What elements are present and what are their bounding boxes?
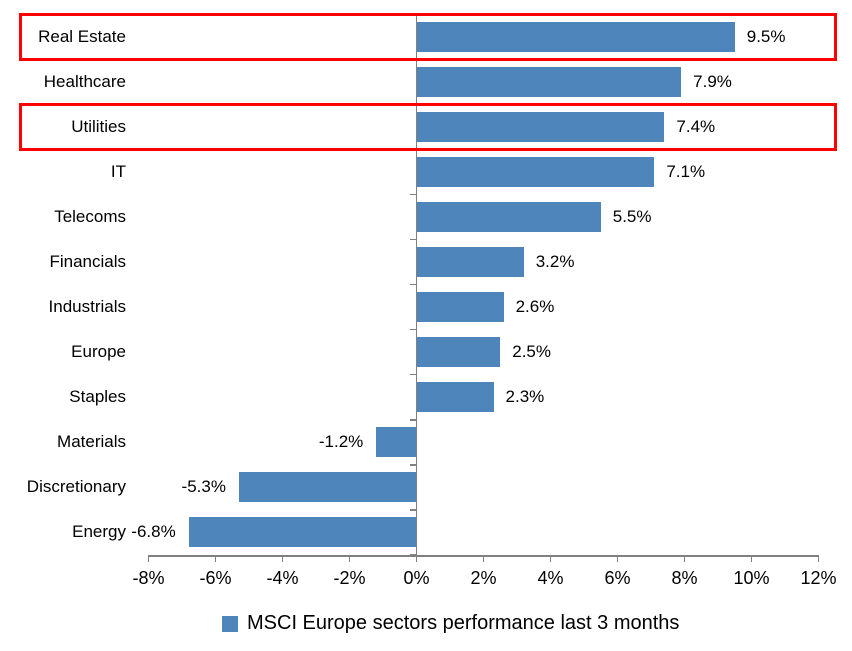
bar (416, 21, 735, 52)
x-axis-tick (817, 555, 820, 562)
category-label: Materials (57, 432, 126, 452)
legend-swatch (222, 615, 238, 632)
x-axis-tick (415, 555, 418, 562)
category-axis-tick (409, 283, 417, 286)
x-axis-tick-label: 2% (470, 568, 497, 588)
bar (416, 382, 494, 413)
x-axis-tick-label: -4% (266, 568, 299, 588)
x-axis-tick-label: -6% (199, 568, 232, 588)
highlight-box-utilities (19, 102, 837, 151)
category-label: Discretionary (26, 477, 126, 497)
bar (238, 472, 417, 503)
x-axis-tick-label: -2% (333, 568, 366, 588)
x-axis-tick (214, 555, 217, 562)
x-axis-tick-label: 8% (671, 568, 698, 588)
legend-label: MSCI Europe sectors performance last 3 m… (247, 612, 680, 634)
value-label: -5.3% (181, 477, 226, 497)
x-axis-tick-label: 4% (537, 568, 564, 588)
category-axis-tick (409, 509, 417, 511)
category-axis-tick (409, 328, 417, 331)
value-label: 2.5% (512, 342, 551, 362)
category-label: IT (110, 161, 126, 181)
bar (416, 111, 665, 142)
category-label: Europe (71, 342, 126, 362)
x-axis-tick (348, 555, 351, 562)
x-axis-tick (482, 555, 485, 562)
category-axis-tick (409, 193, 417, 196)
bar (376, 427, 417, 458)
value-label: 5.5% (612, 206, 652, 226)
category-axis-tick (409, 464, 417, 466)
category-axis-tick (409, 238, 417, 241)
x-axis-tick-label: 0% (403, 568, 430, 588)
bar (416, 156, 655, 187)
value-label: 2.3% (505, 387, 545, 407)
x-axis-tick (750, 555, 753, 562)
value-label: -6.8% (131, 522, 176, 542)
x-axis-tick-label: -8% (132, 568, 165, 588)
bar (416, 292, 504, 323)
category-label: Financials (49, 251, 126, 271)
bar (416, 201, 601, 232)
category-label: Energy (72, 522, 126, 542)
highlight-box-real-estate (19, 12, 837, 61)
category-label: Real Estate (38, 26, 126, 46)
category-label: Telecoms (54, 206, 126, 226)
bar (416, 246, 524, 277)
category-label: Healthcare (43, 71, 126, 91)
bar (416, 337, 501, 368)
x-axis-tick-label: 10% (733, 568, 770, 588)
x-axis-tick-label: 12% (800, 568, 837, 588)
category-axis-tick (409, 373, 417, 376)
category-axis-line (415, 14, 418, 555)
bar (416, 66, 682, 97)
x-axis-tick (683, 555, 686, 562)
x-axis-tick (549, 555, 552, 562)
x-axis-tick (147, 555, 150, 562)
legend: MSCI Europe sectors performance last 3 m… (222, 612, 679, 635)
value-label: 7.9% (693, 71, 732, 91)
category-label: Staples (69, 387, 126, 407)
x-axis-tick-label: 6% (604, 568, 631, 588)
value-label: 3.2% (535, 251, 575, 271)
value-label: 7.4% (676, 116, 716, 136)
category-label: Utilities (71, 116, 126, 136)
x-axis-tick (281, 555, 284, 562)
value-label: 9.5% (746, 26, 786, 46)
bar (188, 517, 417, 548)
value-label: 7.1% (666, 161, 706, 181)
value-label: -1.2% (318, 432, 364, 452)
value-label: 2.6% (515, 297, 555, 317)
x-axis-tick (616, 555, 619, 562)
category-axis-tick (409, 419, 417, 421)
category-label: Industrials (48, 297, 126, 317)
